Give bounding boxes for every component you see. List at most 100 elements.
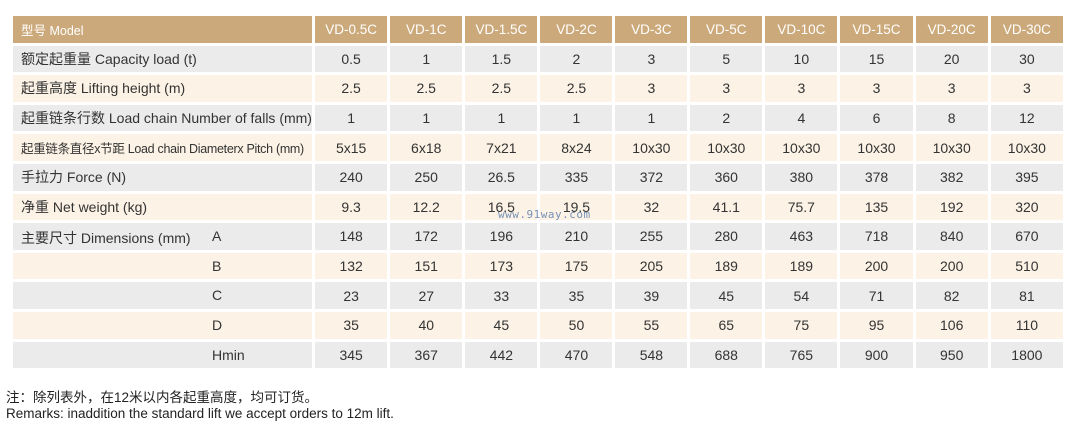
table-cell: 6x18: [390, 134, 463, 161]
table-cell: 189: [765, 252, 838, 280]
table-cell: 5x15: [314, 134, 388, 161]
table-row: Hmin 345 367 442 470 548 688 765 900 950 1800: [13, 341, 1063, 369]
table-cell: 1: [390, 45, 463, 73]
table-cell: 95: [840, 311, 913, 339]
table-cell: 10x30: [990, 134, 1063, 161]
table-cell: 1: [540, 104, 613, 132]
table-cell: 173: [465, 252, 538, 280]
table-cell: 250: [390, 163, 463, 191]
table-cell: 10x30: [690, 134, 763, 161]
table-row: 额定起重量 Capacity load (t) 0.5 1 1.5 2 3 5 10 15 20 3…: [13, 45, 1063, 73]
table-cell: 2: [540, 45, 613, 73]
table-cell: 41.1: [690, 193, 763, 221]
table-cell: 840: [915, 223, 988, 250]
table-cell: 65: [690, 311, 763, 339]
table-cell: 367: [390, 341, 463, 369]
table-body: 型号 Model VD-0.5C VD-1C VD-1.5C VD-2C VD-…: [13, 16, 1063, 369]
dimension-key: C: [212, 287, 223, 304]
table-cell: 8x24: [540, 134, 613, 161]
table-cell: 345: [314, 341, 388, 369]
table-cell: 27: [390, 282, 463, 309]
table-cell: 380: [765, 163, 838, 191]
table-row: C 23 27 33 35 39 45 54 71 82 81: [13, 282, 1063, 309]
table-cell: 45: [465, 311, 538, 339]
table-cell: 19.5: [540, 193, 613, 221]
table-cell: 3: [765, 75, 838, 102]
table-cell: 718: [840, 223, 913, 250]
table-cell: 110: [990, 311, 1063, 339]
table-cell: 172: [390, 223, 463, 250]
table-cell: 360: [690, 163, 763, 191]
header-model-label: 型号 Model: [13, 16, 312, 43]
dimension-key: Hmin: [212, 346, 245, 363]
note-cn: 注：除列表外，在12米以内各起重高度，均可订货。: [6, 390, 319, 405]
table-cell: 0.5: [314, 45, 388, 73]
table-cell: 3: [990, 75, 1063, 102]
table-cell: 196: [465, 223, 538, 250]
table-header-row: 型号 Model VD-0.5C VD-1C VD-1.5C VD-2C VD-…: [13, 16, 1063, 43]
table-cell: 75.7: [765, 193, 838, 221]
table-cell: 1: [615, 104, 688, 132]
table-cell: 3: [615, 45, 688, 73]
table-cell: 320: [990, 193, 1063, 221]
table-cell: 372: [615, 163, 688, 191]
table-row: 起重高度 Lifting height (m) 2.5 2.5 2.5 2.5 3 3 3 3 3…: [13, 75, 1063, 102]
row-label: 额定起重量 Capacity load (t): [13, 45, 312, 73]
table-cell: 4: [765, 104, 838, 132]
table-cell: 395: [990, 163, 1063, 191]
dimension-key: B: [212, 257, 222, 274]
table-cell: 50: [540, 311, 613, 339]
table-cell: 132: [314, 252, 388, 280]
table-cell: 210: [540, 223, 613, 250]
row-label: 起重链条行数 Load chain Number of falls (mm): [13, 104, 312, 132]
table-cell: 3: [690, 75, 763, 102]
table-cell: 2: [690, 104, 763, 132]
table-cell: 1800: [990, 341, 1063, 369]
header-model: VD-2C: [540, 16, 613, 43]
table-cell: 23: [314, 282, 388, 309]
table-cell: 200: [840, 252, 913, 280]
table-cell: 192: [915, 193, 988, 221]
table-row: 起重链条行数 Load chain Number of falls (mm) 1 1…: [13, 104, 1063, 132]
table-cell: 12: [990, 104, 1063, 132]
table-cell: 55: [615, 311, 688, 339]
header-model: VD-30C: [990, 16, 1063, 43]
table-cell: 45: [690, 282, 763, 309]
table-cell: 510: [990, 252, 1063, 280]
table-cell: 135: [840, 193, 913, 221]
row-dimension-label: C: [13, 282, 312, 309]
table-cell: 10: [765, 45, 838, 73]
watermark-text: www.91way.com: [498, 208, 591, 221]
header-model: VD-1C: [390, 16, 463, 43]
table-cell: 10x30: [765, 134, 838, 161]
table-cell: 151: [390, 252, 463, 280]
table-cell: 106: [915, 311, 988, 339]
table-cell: 765: [765, 341, 838, 369]
table-cell: 12.2: [390, 193, 463, 221]
table-cell: 175: [540, 252, 613, 280]
table-cell: 82: [915, 282, 988, 309]
header-model: VD-1.5C: [465, 16, 538, 43]
row-dimension-label: Hmin: [13, 341, 312, 369]
table-cell: 75: [765, 311, 838, 339]
table-cell: 1: [465, 104, 538, 132]
table-cell: 2.5: [390, 75, 463, 102]
table-cell: 2.5: [465, 75, 538, 102]
table-cell: 950: [915, 341, 988, 369]
table-row: 起重链条直径x节距 Load chain Diameterx Pitch (mm…: [13, 134, 1063, 161]
dimension-key: A: [212, 228, 222, 245]
dimension-key: D: [212, 316, 223, 333]
header-model: VD-20C: [915, 16, 988, 43]
row-dimension-label: D: [13, 311, 312, 339]
table-cell: 1.5: [465, 45, 538, 73]
row-label: 净重 Net weight (kg): [13, 193, 312, 221]
table-cell: 15: [840, 45, 913, 73]
table-cell: 54: [765, 282, 838, 309]
table-cell: 1: [314, 104, 388, 132]
table-cell: 10x30: [915, 134, 988, 161]
table-cell: 10x30: [615, 134, 688, 161]
notes: 注：除列表外，在12米以内各起重高度，均可订货。 Remarks: inaddi…: [6, 390, 394, 422]
table-row: D 35 40 45 50 55 65 75 95 106 110: [13, 311, 1063, 339]
table-cell: 3: [840, 75, 913, 102]
table-cell: 280: [690, 223, 763, 250]
